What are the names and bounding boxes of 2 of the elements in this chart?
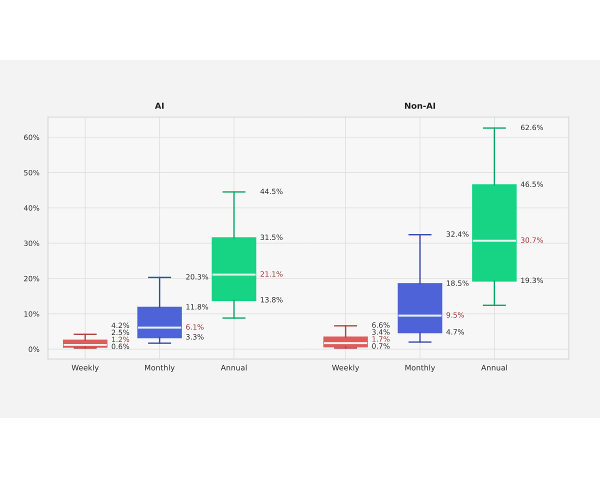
chart-title: AI (154, 102, 164, 109)
chart-title: Non-AI (404, 102, 436, 109)
